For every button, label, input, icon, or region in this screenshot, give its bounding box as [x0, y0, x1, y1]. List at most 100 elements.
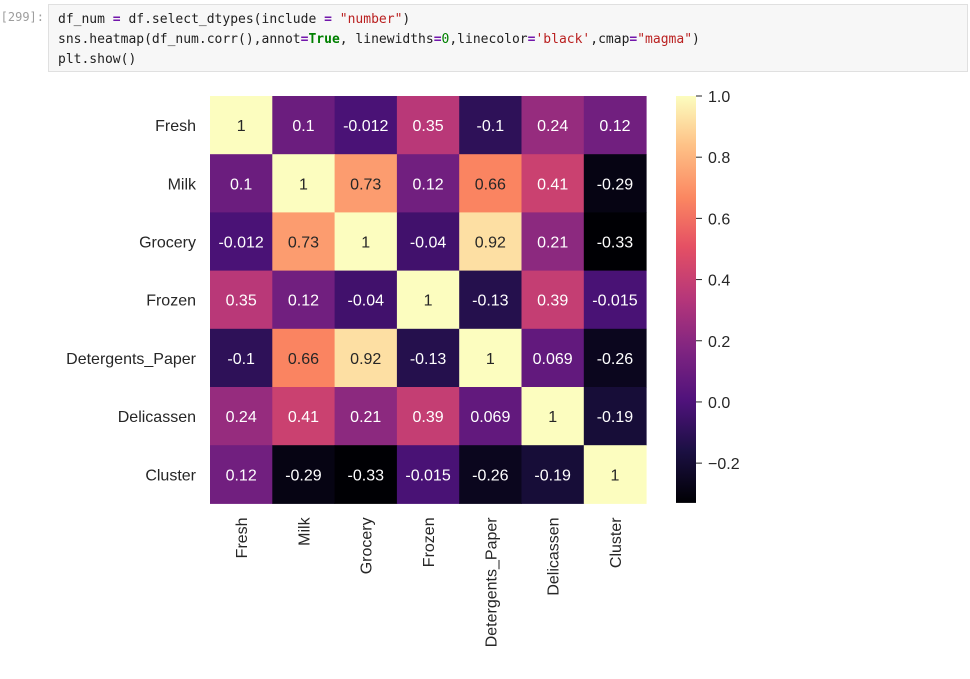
heatmap-cell	[396, 154, 460, 213]
cell-annotation: 0.92	[475, 235, 506, 252]
column-label: Cluster	[608, 517, 625, 568]
code-token: plt.show()	[58, 52, 137, 67]
cell-annotation: 0.12	[226, 467, 257, 484]
row-labels: Fresh Milk Grocery Frozen Detergents_Paper De…	[66, 118, 197, 484]
cell-annotation: -0.26	[472, 467, 509, 484]
cell-annotation: -0.015	[592, 293, 637, 310]
code-line-2: sns.heatmap(df_num.corr(),annot=True, li…	[58, 32, 700, 47]
colorbar-tick-label: 0.0	[708, 395, 730, 412]
heatmap-cell	[396, 96, 460, 155]
cell-annotation: -0.13	[472, 293, 509, 310]
cell-prompt: [299]:	[0, 10, 44, 24]
code-token: , linewidths	[339, 32, 434, 47]
heatmap-cell	[583, 445, 647, 504]
cell-annotation: 0.24	[537, 118, 568, 135]
cell-annotation: -0.1	[227, 351, 255, 368]
heatmap-figure: 1 0.1 -0.012 0.35 -0.1 0.24 0.12 0.1 1 0.73 0.12 0.…	[66, 89, 740, 647]
heatmap-cell	[521, 270, 585, 330]
heatmap-cell	[396, 445, 460, 504]
cell-annotation: 0.069	[533, 351, 573, 368]
heatmap-cell	[334, 212, 398, 272]
colorbar: 1.0 0.8 0.6 0.4 0.2 0.0 −0.2	[676, 89, 740, 503]
heatmap-cell	[459, 328, 522, 388]
column-label: Frozen	[421, 517, 438, 567]
cell-annotation: 1	[361, 235, 370, 252]
row-label: Fresh	[155, 118, 196, 135]
colorbar-tick-label: 0.2	[708, 334, 730, 351]
cell-annotation: 0.39	[537, 293, 568, 310]
heatmap-cell	[210, 445, 273, 504]
cell-annotation: -0.1	[477, 118, 505, 135]
column-label: Milk	[296, 516, 313, 545]
code-token: "number"	[339, 12, 403, 27]
heatmap-cell	[583, 270, 647, 330]
cell-annotation: -0.19	[597, 409, 634, 426]
cell-annotation: 0.35	[412, 118, 443, 135]
code-token: =	[433, 32, 442, 47]
heatmap-cell	[272, 212, 336, 272]
code-token: sns.heatmap(df_num.corr(),annot	[58, 32, 301, 47]
heatmap-cell	[396, 387, 460, 446]
code-line-1: df_num = df.select_dtypes(include = "num…	[58, 12, 410, 27]
heatmap-cell	[334, 445, 398, 504]
heatmap-cell	[334, 328, 398, 388]
heatmap-cell	[459, 154, 522, 213]
cell-annotation: 0.92	[350, 351, 381, 368]
code-token	[332, 12, 340, 27]
cell-annotation: -0.012	[218, 235, 263, 252]
cell-annotation: 0.41	[537, 176, 568, 193]
colorbar-bar	[676, 96, 696, 503]
heatmap-cell	[272, 96, 336, 155]
colorbar-tick-label: 0.4	[708, 273, 730, 290]
cell-annotation: -0.29	[285, 467, 322, 484]
heatmap-cell	[521, 96, 585, 155]
code-token: =	[300, 32, 309, 47]
row-label: Delicassen	[118, 409, 196, 426]
cell-annotation: 0.24	[226, 409, 257, 426]
cell-annotation: 1	[548, 409, 557, 426]
cell-annotation: 0.21	[350, 409, 381, 426]
cell-annotation: 0.12	[288, 293, 319, 310]
colorbar-tick-label: 1.0	[708, 89, 730, 106]
code-token: )	[692, 32, 700, 47]
heatmap-cell	[459, 270, 522, 330]
column-label: Grocery	[359, 517, 376, 574]
cell-annotation: 1	[610, 467, 619, 484]
colorbar-tick-label: 0.6	[708, 211, 730, 228]
heatmap-cell	[210, 96, 273, 155]
heatmap-cell	[459, 212, 522, 272]
code-token: "magma"	[637, 32, 693, 47]
heatmap-cell	[272, 445, 336, 504]
cell-annotation: 0.069	[470, 409, 510, 426]
cell-annotation: 1	[486, 351, 495, 368]
cell-annotation: -0.19	[534, 467, 571, 484]
heatmap-cell	[583, 154, 647, 213]
heatmap-cell	[210, 270, 273, 330]
cell-annotation: 0.39	[412, 409, 443, 426]
heatmap-cell	[210, 212, 273, 272]
cell-annotation: 1	[299, 176, 308, 193]
cell-annotation: -0.13	[410, 351, 447, 368]
code-token: )	[402, 12, 411, 27]
heatmap-cell	[521, 387, 585, 446]
code-token: =	[629, 32, 638, 47]
cell-annotation: -0.04	[348, 293, 385, 310]
heatmap-cell	[521, 445, 585, 504]
heatmap-cell	[521, 212, 585, 272]
heatmap-cell	[396, 328, 460, 388]
heatmap-cell	[210, 154, 273, 213]
heatmap-cell	[583, 96, 647, 155]
cell-annotation: -0.26	[597, 351, 634, 368]
code-token: df.select_dtypes(include	[120, 12, 325, 27]
row-label: Cluster	[145, 467, 196, 484]
heatmap-cell	[272, 154, 336, 213]
cell-annotation: -0.33	[348, 467, 385, 484]
heatmap-cell	[396, 212, 460, 272]
code-cell[interactable]: df_num = df.select_dtypes(include = "num…	[48, 4, 968, 72]
heatmap-cell	[210, 328, 273, 388]
row-label: Grocery	[139, 235, 196, 252]
cell-annotation: 1	[424, 293, 433, 310]
colorbar-tick-label: −0.2	[708, 456, 740, 473]
code-token: ,linecolor	[449, 32, 528, 47]
cell-annotation: 0.41	[288, 409, 319, 426]
